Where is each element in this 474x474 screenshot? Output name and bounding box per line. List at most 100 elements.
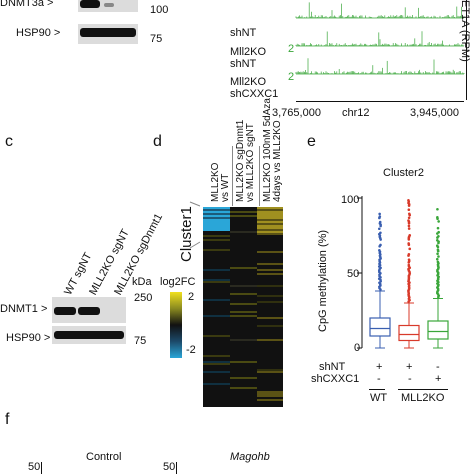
heatmap-cell (230, 221, 257, 223)
heatmap-cell (257, 353, 283, 355)
sign: + (406, 361, 413, 373)
heatmap-cell (203, 397, 230, 399)
heatmap-cell (257, 397, 283, 399)
heatmap-cell (230, 337, 257, 339)
heatmap-cell (203, 357, 230, 359)
heatmap-cell (230, 301, 257, 303)
track-scale: 2 (288, 43, 295, 55)
heatmap-cell (203, 221, 230, 223)
heatmap-cell (230, 349, 257, 351)
track-axis-line (466, 0, 467, 100)
heatmap-cell (230, 259, 257, 261)
heatmap-cell (230, 325, 257, 327)
heatmap-cell (203, 315, 230, 317)
heatmap-cell (257, 365, 283, 367)
heatmap-cell (257, 297, 283, 299)
heatmap-cell (257, 387, 283, 389)
blot-band (78, 307, 100, 315)
heatmap-cell (230, 307, 257, 309)
heatmap-cell (203, 387, 230, 389)
heatmap-cell (257, 401, 283, 403)
heatmap-column-label: MLL2KO 100nM 5dAza 4days vs MLL2KO (262, 98, 283, 202)
y-tick-label: 100 (341, 194, 360, 206)
heatmap-cell (257, 235, 283, 237)
heatmap-cell (203, 347, 230, 349)
heatmap-cell (230, 391, 257, 393)
heatmap-cell (230, 323, 257, 325)
heatmap-cell (203, 283, 230, 285)
box-outlier (435, 239, 439, 242)
heatmap-cell (257, 279, 283, 281)
heatmap-cell (257, 389, 283, 391)
box-body (398, 324, 420, 342)
box-outlier (437, 255, 440, 258)
blot-image (52, 326, 126, 344)
heatmap-cell (203, 337, 230, 339)
heatmap-cell (230, 367, 257, 369)
heatmap-cell (257, 363, 283, 365)
heatmap-cell (203, 275, 230, 277)
heatmap-cell (257, 391, 283, 393)
heatmap-cell (203, 265, 230, 267)
heatmap-cell (203, 373, 230, 375)
box-outlier (379, 231, 382, 235)
column-divider (232, 146, 233, 206)
heatmap-cell (203, 333, 230, 335)
heatmap-cell (203, 233, 230, 235)
heatmap-cell (257, 405, 283, 407)
box-outlier (436, 226, 440, 230)
sign: - (377, 373, 381, 385)
heatmap-cell (257, 277, 283, 279)
heatmap-cell (257, 399, 283, 401)
box-outlier (437, 234, 440, 238)
group-bracket (398, 389, 448, 390)
heatmap-cell (203, 247, 230, 249)
heatmap-cell (230, 263, 257, 265)
heatmap-cell (230, 235, 257, 237)
condition-label: shCXXC1 (311, 373, 360, 385)
legend-colorbar (170, 292, 182, 358)
heatmap-cell (257, 221, 283, 223)
heatmap-cell (203, 241, 230, 243)
legend-max: 2 (188, 291, 195, 303)
heatmap-cell (230, 285, 257, 287)
heatmap-cell (203, 349, 230, 351)
heatmap-cell (230, 251, 257, 253)
heatmap-cell (257, 317, 283, 319)
heatmap-cell (230, 305, 257, 307)
heatmap-cell (203, 299, 230, 301)
heatmap-cell (257, 309, 283, 311)
heatmap-cell (230, 397, 257, 399)
heatmap-cell (203, 219, 230, 221)
heatmap-cell (203, 363, 230, 365)
heatmap-cell (257, 263, 283, 265)
heatmap-cell (230, 393, 257, 395)
heatmap-cell (257, 237, 283, 239)
heatmap-cell (257, 393, 283, 395)
heatmap-cell (230, 219, 257, 221)
sign: + (376, 361, 383, 373)
heatmap-cell (230, 361, 257, 363)
heatmap-cell (230, 295, 257, 297)
heatmap-cell (257, 329, 283, 331)
heatmap-cell (203, 211, 230, 213)
heatmap-cell (257, 225, 283, 227)
kda-unit: kDa (132, 276, 152, 288)
heatmap-cell (203, 313, 230, 315)
box-outlier (436, 248, 440, 252)
condition-label: shNT (319, 361, 346, 373)
blot-band (104, 3, 114, 7)
heatmap-cell (203, 317, 230, 319)
heatmap-cell (203, 289, 230, 291)
heatmap-cell (203, 267, 230, 269)
heatmap-cell (203, 329, 230, 331)
heatmap-cell (203, 391, 230, 393)
heatmap-cell (230, 209, 257, 211)
heatmap-cell (203, 285, 230, 287)
heatmap-cell (230, 341, 257, 343)
box-outlier (407, 242, 410, 245)
heatmap-cell (230, 329, 257, 331)
box-outlier (437, 230, 440, 234)
heatmap-cell (257, 323, 283, 325)
heatmap-cell (257, 213, 283, 215)
